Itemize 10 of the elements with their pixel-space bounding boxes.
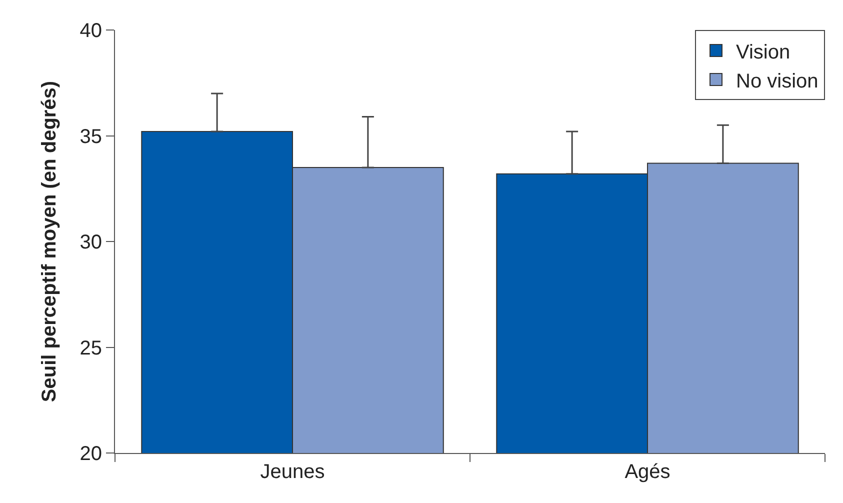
y-tick-label: 20: [80, 443, 102, 465]
x-tick-label: Jeunes: [260, 461, 325, 483]
x-tick-label: Agés: [624, 461, 670, 483]
legend-label: No vision: [736, 70, 818, 92]
y-axis-title: Seuil perceptif moyen (en degrés): [38, 80, 60, 402]
y-tick-label: 25: [80, 337, 102, 360]
y-tick-label: 35: [80, 126, 102, 148]
y-tick-label: 40: [80, 20, 102, 42]
y-tick-label: 30: [80, 232, 102, 254]
legend-label: Vision: [736, 41, 790, 64]
